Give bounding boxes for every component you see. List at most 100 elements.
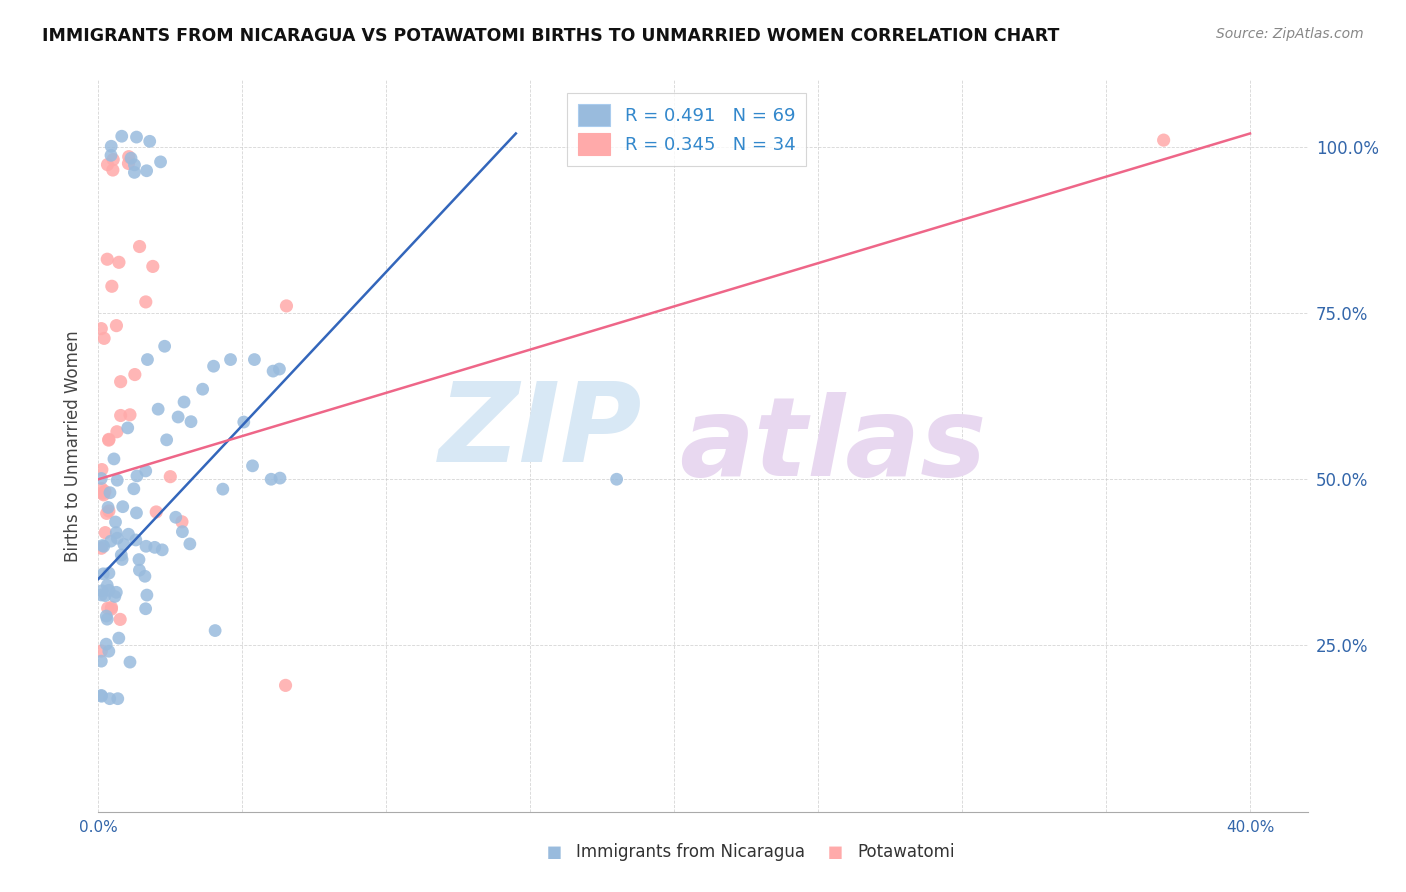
- Point: [135, 539, 157, 553]
- Point: [91, 486, 114, 500]
- Point: [112, 537, 135, 551]
- Point: [97, 433, 120, 447]
- Point: [135, 601, 157, 615]
- Point: [146, 402, 169, 417]
- Point: [100, 600, 122, 615]
- Point: [97, 644, 120, 658]
- Point: [111, 129, 134, 144]
- Point: [96, 609, 118, 624]
- Point: [96, 507, 118, 521]
- Text: atlas: atlas: [679, 392, 986, 500]
- Point: [143, 541, 166, 555]
- Point: [105, 425, 128, 439]
- Y-axis label: Births to Unmarried Women: Births to Unmarried Women: [65, 330, 83, 562]
- Point: [96, 158, 118, 172]
- Point: [128, 563, 150, 577]
- Point: [202, 359, 225, 374]
- Point: [97, 433, 120, 447]
- Point: [135, 163, 157, 178]
- Point: [105, 318, 128, 333]
- Point: [219, 352, 242, 367]
- Point: [110, 548, 132, 562]
- Point: [172, 524, 194, 539]
- Point: [110, 375, 132, 389]
- Point: [97, 500, 120, 515]
- Point: [101, 163, 124, 178]
- Point: [107, 691, 129, 706]
- Point: [97, 566, 120, 580]
- Point: [242, 458, 264, 473]
- Legend: R = 0.491   N = 69, R = 0.345   N = 34: R = 0.491 N = 69, R = 0.345 N = 34: [567, 93, 806, 166]
- Text: Potawatomi: Potawatomi: [858, 843, 955, 861]
- Point: [128, 239, 150, 253]
- Point: [124, 368, 146, 382]
- Point: [149, 154, 172, 169]
- Point: [135, 588, 157, 602]
- Point: [97, 601, 120, 615]
- Point: [150, 542, 173, 557]
- Point: [122, 482, 145, 496]
- Point: [260, 472, 283, 486]
- Point: [105, 585, 128, 599]
- Point: [1153, 133, 1175, 147]
- Point: [100, 534, 122, 549]
- Point: [100, 602, 122, 616]
- Point: [135, 294, 157, 309]
- Text: IMMIGRANTS FROM NICARAGUA VS POTAWATOMI BIRTHS TO UNMARRIED WOMEN CORRELATION CH: IMMIGRANTS FROM NICARAGUA VS POTAWATOMI …: [42, 27, 1060, 45]
- Point: [204, 624, 226, 638]
- Point: [232, 415, 254, 429]
- Point: [124, 158, 146, 172]
- Point: [108, 612, 131, 626]
- Point: [90, 471, 112, 485]
- Text: Immigrants from Nicaragua: Immigrants from Nicaragua: [576, 843, 806, 861]
- Point: [125, 506, 148, 520]
- Point: [90, 583, 112, 598]
- Point: [94, 525, 117, 540]
- Point: [105, 531, 128, 545]
- Point: [262, 364, 284, 378]
- Point: [96, 637, 118, 651]
- Point: [91, 539, 114, 553]
- Point: [120, 151, 142, 165]
- Point: [180, 415, 202, 429]
- Point: [117, 156, 139, 170]
- Point: [94, 589, 117, 603]
- Point: [98, 691, 121, 706]
- Text: ZIP: ZIP: [439, 378, 643, 485]
- Point: [104, 515, 127, 529]
- Point: [91, 566, 114, 581]
- Point: [93, 488, 115, 502]
- Point: [117, 421, 139, 435]
- Point: [125, 533, 148, 547]
- Point: [274, 678, 297, 692]
- Point: [90, 690, 112, 704]
- Point: [98, 485, 121, 500]
- Point: [108, 255, 131, 269]
- Point: [134, 569, 156, 583]
- Point: [165, 510, 187, 524]
- Point: [125, 130, 148, 145]
- Point: [100, 148, 122, 162]
- Point: [191, 382, 214, 396]
- Point: [90, 482, 112, 496]
- Point: [90, 644, 112, 658]
- Point: [96, 612, 118, 626]
- Text: ▪: ▪: [827, 840, 844, 863]
- Point: [170, 515, 193, 529]
- Point: [103, 451, 125, 466]
- Point: [100, 139, 122, 153]
- Point: [97, 504, 120, 518]
- Point: [124, 165, 146, 179]
- Point: [135, 464, 157, 478]
- Point: [90, 321, 112, 335]
- Point: [276, 299, 298, 313]
- Point: [136, 352, 159, 367]
- Point: [173, 395, 195, 409]
- Point: [93, 539, 115, 553]
- Point: [105, 473, 128, 487]
- Point: [179, 537, 201, 551]
- Point: [108, 631, 131, 645]
- Point: [211, 482, 233, 496]
- Point: [142, 260, 165, 274]
- Text: Source: ZipAtlas.com: Source: ZipAtlas.com: [1216, 27, 1364, 41]
